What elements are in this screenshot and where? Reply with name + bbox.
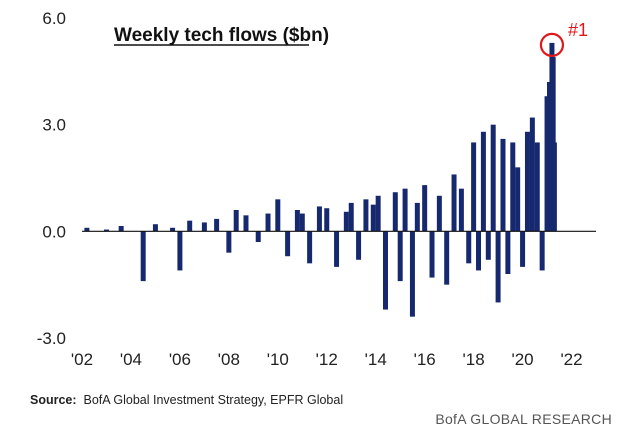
bar: [515, 167, 521, 232]
x-tick-label: '12: [316, 350, 338, 369]
bar: [534, 142, 540, 232]
y-tick-label: 0.0: [42, 222, 66, 241]
y-tick-label: -3.0: [37, 329, 66, 348]
bar: [429, 231, 435, 278]
x-tick-label: '16: [414, 350, 436, 369]
bar: [294, 210, 300, 232]
brand-footer: BofA GLOBAL RESEARCH: [435, 411, 612, 427]
bar: [520, 231, 526, 267]
bar: [299, 213, 305, 232]
bar: [370, 204, 376, 232]
bar: [480, 131, 486, 232]
bar: [285, 231, 291, 257]
bar: [476, 231, 482, 271]
bar: [348, 202, 354, 232]
bar: [397, 231, 403, 282]
x-tick-label: '14: [365, 350, 387, 369]
x-tick-label: '06: [169, 350, 191, 369]
bar: [383, 231, 389, 310]
bar: [414, 202, 420, 232]
bar: [316, 206, 322, 232]
bar: [551, 142, 557, 232]
bar: [485, 231, 491, 260]
bar: [402, 188, 408, 232]
bar: [152, 224, 158, 232]
chart-title: Weekly tech flows ($bn): [114, 25, 329, 46]
bar: [214, 218, 220, 232]
y-tick-label: 6.0: [42, 9, 66, 28]
bar: [458, 188, 464, 232]
bar: [524, 131, 530, 232]
bar: [490, 124, 496, 232]
bars-group: [84, 42, 557, 317]
highlight-label: #1: [568, 20, 588, 40]
bar: [170, 227, 176, 232]
bar: [343, 211, 349, 232]
bar: [539, 231, 545, 271]
chart: 6.0 3.0 0.0 -3.0 '02 '04 '06 '08 '10 '12 '14 '16 '1…: [37, 9, 596, 369]
bar: [500, 138, 506, 232]
x-tick-label: '08: [218, 350, 240, 369]
bar: [118, 226, 124, 232]
bar: [529, 117, 535, 232]
bar: [226, 231, 232, 253]
x-tick-label: '18: [463, 350, 485, 369]
highlight-circle: [539, 32, 565, 57]
bar: [466, 231, 472, 264]
bar: [451, 174, 457, 232]
bar: [243, 215, 249, 232]
bar: [356, 231, 362, 260]
source-note: Source: BofA Global Investment Strategy,…: [30, 393, 343, 407]
x-tick-label: '10: [267, 350, 289, 369]
bar: [392, 192, 398, 232]
source-text: BofA Global Investment Strategy, EPFR Gl…: [83, 393, 344, 407]
bar: [375, 195, 381, 232]
bar: [505, 231, 511, 274]
bar: [84, 227, 90, 232]
bar: [436, 195, 442, 232]
bar: [409, 231, 415, 317]
y-tick-label: 3.0: [42, 116, 66, 135]
bar: [334, 231, 340, 267]
bar: [201, 222, 207, 232]
bar: [187, 220, 193, 232]
source-label: Source:: [30, 393, 77, 407]
bar: [255, 231, 261, 242]
bar: [275, 199, 281, 232]
bar: [510, 142, 516, 232]
bar: [233, 210, 239, 232]
y-tick-labels: 6.0 3.0 0.0 -3.0: [37, 9, 66, 348]
x-tick-labels: '02 '04 '06 '08 '10 '12 '14 '16 '18 '20 '22: [71, 350, 583, 369]
bar: [140, 231, 146, 282]
bar: [265, 213, 271, 232]
bar: [444, 231, 450, 285]
x-tick-label: '02: [71, 350, 93, 369]
x-tick-label: '04: [120, 350, 142, 369]
x-tick-label: '20: [511, 350, 533, 369]
bar: [471, 142, 477, 232]
bar: [422, 185, 428, 232]
bar: [103, 229, 109, 232]
bar: [307, 231, 313, 264]
bar: [495, 231, 501, 303]
bar: [324, 208, 330, 232]
x-tick-label: '22: [560, 350, 582, 369]
bar: [363, 199, 369, 232]
bar: [177, 231, 183, 271]
